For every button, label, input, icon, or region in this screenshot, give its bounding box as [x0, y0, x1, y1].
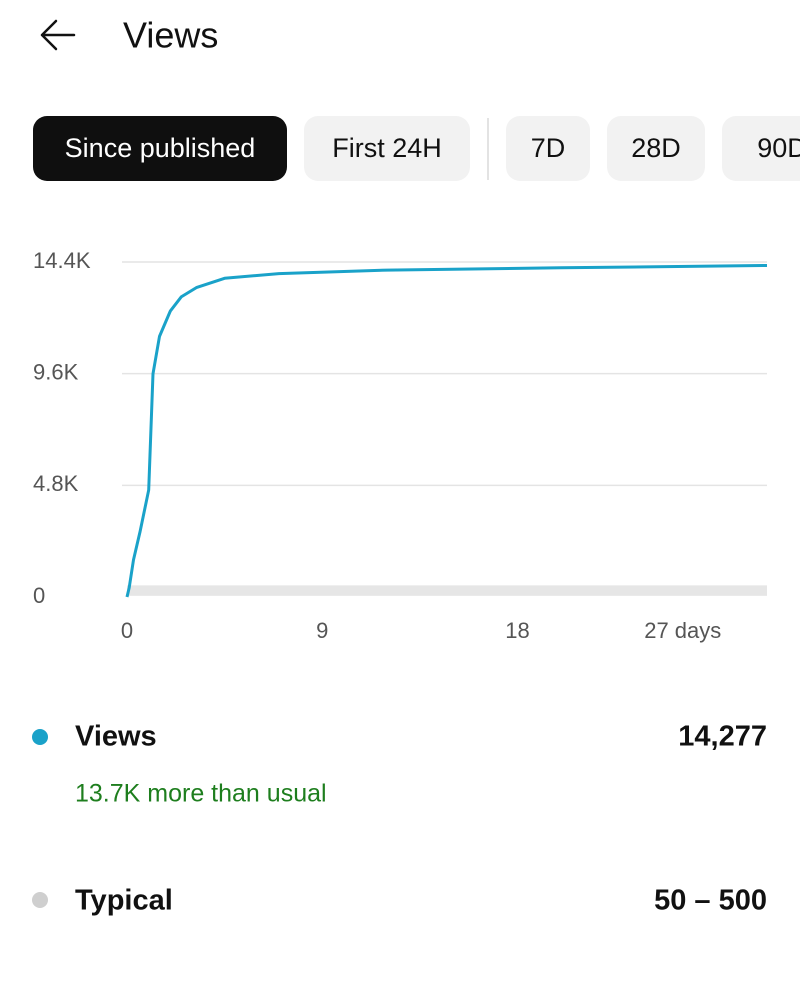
tab-label[interactable]: 28D — [631, 133, 681, 163]
page-title: Views — [123, 15, 218, 56]
x-tick-label: 18 — [505, 618, 529, 643]
y-tick-label: 4.8K — [33, 471, 79, 496]
tab-label[interactable]: First 24H — [332, 133, 442, 163]
views-label: Views — [75, 721, 157, 753]
tab[interactable] — [506, 116, 590, 181]
tab[interactable] — [33, 116, 287, 181]
tab[interactable] — [722, 116, 800, 181]
tab-label[interactable]: 90D — [757, 133, 800, 163]
views-value: 14,277 — [678, 721, 767, 753]
tab[interactable] — [304, 116, 470, 181]
chart: 0 4.8K 9.6K 14.4K 0 9 18 27 days — [33, 248, 768, 643]
tabs: Since published First 24H 7D 28D 90D — [33, 116, 800, 181]
typical-band — [127, 585, 767, 596]
views-note: 13.7K more than usual — [75, 780, 327, 808]
tab-label[interactable]: Since published — [65, 133, 256, 163]
x-tick-label: 9 — [316, 618, 328, 643]
typical-value: 50 – 500 — [654, 885, 767, 917]
typical-dot — [32, 892, 48, 908]
tab-label[interactable]: 7D — [531, 133, 566, 163]
x-tick-label: 27 days — [644, 618, 721, 643]
x-tick-label: 0 — [121, 618, 133, 643]
views-dot — [32, 729, 48, 745]
y-tick-label: 14.4K — [33, 248, 91, 273]
legend: Views 14,277 13.7K more than usual Typic… — [32, 721, 767, 917]
back-arrow[interactable] — [40, 19, 76, 51]
y-tick-label: 0 — [33, 583, 45, 608]
y-tick-label: 9.6K — [33, 359, 79, 384]
series-line — [125, 264, 768, 598]
tab[interactable] — [607, 116, 705, 181]
typical-label: Typical — [75, 885, 173, 917]
